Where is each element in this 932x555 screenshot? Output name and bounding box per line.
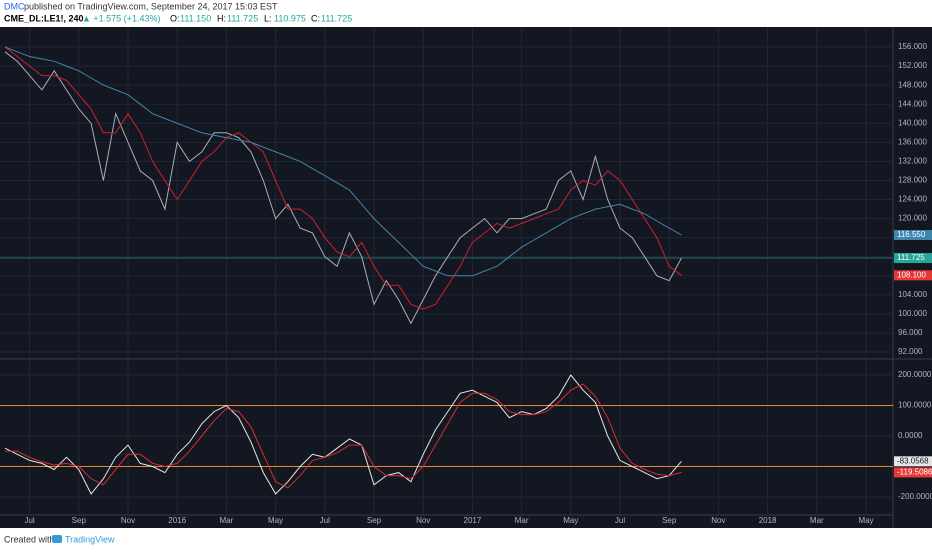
x-tick-label: Mar — [515, 516, 529, 525]
x-tick-label: Mar — [810, 516, 824, 525]
series-line — [4, 51, 682, 325]
ohlc-key: C: — [311, 13, 320, 23]
x-tick-label: 2018 — [759, 516, 777, 525]
y-tick-label: 152.000 — [898, 61, 927, 70]
chart-bg — [0, 27, 932, 528]
author[interactable]: DMC — [4, 1, 25, 11]
ohlc-value: 111.725 — [321, 13, 352, 23]
y-tick-label: 104.000 — [898, 290, 927, 299]
ohlc-key: H: — [217, 13, 226, 23]
series-line — [4, 46, 682, 277]
y-tick-label: 128.000 — [898, 176, 927, 185]
y-tick-label: 156.000 — [898, 42, 927, 51]
ohlc-key: O: — [170, 13, 180, 23]
ohlc: O: 111.150 H: 111.725 L: 110.975 C: 111.725 — [170, 13, 352, 23]
symbol: CME_DL:LE1!, 240 — [4, 13, 84, 23]
y-tick-label: 120.000 — [898, 214, 927, 223]
last-value-box — [894, 253, 932, 264]
series-line — [4, 374, 682, 495]
x-tick-label: May — [563, 516, 578, 525]
x-tick-label: 2016 — [168, 516, 186, 525]
last-value-box — [894, 270, 932, 281]
brand-icon — [52, 535, 62, 543]
series-line — [4, 46, 682, 310]
y-tick-label: 100.000 — [898, 309, 927, 318]
x-tick-label: Nov — [711, 516, 725, 525]
last-value-label: 108.100 — [897, 270, 926, 279]
series-line — [5, 383, 682, 489]
x-tick-label: Nov — [416, 516, 430, 525]
footer-brand[interactable]: TradingView — [65, 534, 115, 544]
y-tick-label: 100.0000 — [898, 401, 932, 410]
y-tick-label: 96.000 — [898, 328, 923, 337]
x-tick-label: Sep — [662, 516, 677, 525]
x-tick-label: May — [858, 516, 873, 525]
y-tick-label: 0.0000 — [898, 431, 923, 440]
ohlc-value: 111.725 — [227, 13, 258, 23]
ohlc-value: 111.150 — [180, 13, 211, 23]
y-tick-label: 200.0000 — [898, 370, 932, 379]
y-tick-label: -200.0000 — [898, 492, 932, 501]
change: ▲ +1.575 (+1.43%) — [82, 13, 160, 23]
last-value-box — [894, 230, 932, 241]
y-tick-label: 92.000 — [898, 347, 923, 356]
x-tick-label: Nov — [121, 516, 135, 525]
x-tick-label: Jul — [320, 516, 330, 525]
last-value-label: -83.0568 — [897, 456, 929, 465]
last-value-label: 111.725 — [897, 253, 925, 262]
x-tick-label: Sep — [367, 516, 382, 525]
x-tick-label: Jul — [24, 516, 34, 525]
y-tick-label: 124.000 — [898, 195, 927, 204]
y-tick-label: 132.000 — [898, 157, 927, 166]
last-value-label: 116.550 — [897, 230, 926, 239]
y-tick-label: 144.000 — [898, 99, 927, 108]
last-value-label: -119.5086 — [897, 468, 932, 477]
y-tick-label: 140.000 — [898, 118, 927, 127]
ohlc-key: L: — [264, 13, 272, 23]
plot: Jul Sep Nov 2016 Mar May Jul Sep Nov 2017 Mar May Ju… — [0, 27, 932, 528]
x-tick-label: Mar — [220, 516, 234, 525]
ohlc-value: 110.975 — [274, 13, 306, 23]
y-tick-label: 136.000 — [898, 137, 927, 146]
footer-created: Created with — [4, 534, 55, 544]
published: published on TradingView.com, September … — [24, 1, 278, 11]
last-value-box — [894, 467, 932, 478]
y-tick-label: 148.000 — [898, 80, 927, 89]
x-tick-label: Jul — [615, 516, 625, 525]
x-tick-label: 2017 — [464, 516, 482, 525]
x-tick-label: May — [268, 516, 283, 525]
last-value-box — [894, 456, 932, 467]
x-tick-label: Sep — [72, 516, 87, 525]
